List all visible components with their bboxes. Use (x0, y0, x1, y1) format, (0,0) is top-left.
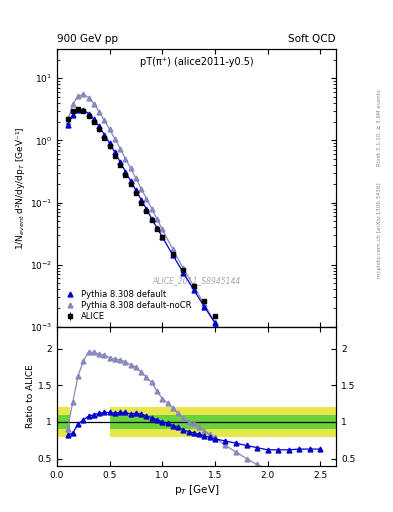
Pythia 8.308 default (223, 336, 228, 342)
Pythia 8.308 default-noCR (139, 185, 143, 191)
Pythia 8.308 default (107, 140, 112, 146)
Pythia 8.308 default-noCR (244, 374, 249, 380)
Pythia 8.308 default (97, 123, 101, 130)
Pythia 8.308 default (265, 394, 270, 400)
Text: ALICE_2011_S8945144: ALICE_2011_S8945144 (152, 276, 241, 285)
Pythia 8.308 default-noCR (307, 477, 312, 483)
Pythia 8.308 default (160, 234, 165, 240)
Pythia 8.308 default-noCR (76, 93, 81, 99)
Pythia 8.308 default-noCR (297, 460, 301, 466)
Pythia 8.308 default-noCR (181, 265, 186, 271)
Pythia 8.308 default (297, 431, 301, 437)
Pythia 8.308 default-noCR (202, 301, 207, 307)
Pythia 8.308 default-noCR (155, 216, 160, 222)
Pythia 8.308 default-noCR (213, 319, 217, 326)
Pythia 8.308 default (171, 252, 175, 258)
Pythia 8.308 default-noCR (149, 205, 154, 211)
Text: Soft QCD: Soft QCD (288, 33, 336, 44)
Pythia 8.308 default-noCR (81, 91, 86, 97)
Pythia 8.308 default-noCR (65, 119, 70, 125)
Pythia 8.308 default (139, 197, 143, 203)
Pythia 8.308 default-noCR (118, 145, 123, 152)
Pythia 8.308 default (155, 225, 160, 231)
Legend: Pythia 8.308 default, Pythia 8.308 default-noCR, ALICE: Pythia 8.308 default, Pythia 8.308 defau… (61, 288, 193, 323)
Text: pT(π⁺) (alice2011-y0.5): pT(π⁺) (alice2011-y0.5) (140, 57, 253, 67)
Pythia 8.308 default (286, 419, 291, 425)
Pythia 8.308 default (102, 132, 107, 138)
Pythia 8.308 default-noCR (107, 126, 112, 133)
Pythia 8.308 default (307, 443, 312, 449)
Pythia 8.308 default-noCR (112, 136, 117, 142)
Pythia 8.308 default (92, 116, 96, 122)
Pythia 8.308 default (202, 304, 207, 310)
Pythia 8.308 default-noCR (129, 165, 133, 172)
Y-axis label: Ratio to ALICE: Ratio to ALICE (26, 365, 35, 428)
Pythia 8.308 default (213, 320, 217, 326)
Pythia 8.308 default-noCR (223, 338, 228, 344)
Pythia 8.308 default (134, 187, 138, 194)
Pythia 8.308 default (191, 287, 196, 293)
Pythia 8.308 default (70, 112, 75, 118)
Text: 900 GeV pp: 900 GeV pp (57, 33, 118, 44)
Pythia 8.308 default-noCR (134, 175, 138, 181)
Pythia 8.308 default-noCR (318, 493, 323, 499)
Pythia 8.308 default (118, 159, 123, 165)
Text: Rivet 3.1.10, ≥ 3.6M events: Rivet 3.1.10, ≥ 3.6M events (377, 90, 382, 166)
Pythia 8.308 default-noCR (160, 226, 165, 232)
Pythia 8.308 default-noCR (255, 392, 259, 398)
Pythia 8.308 default (318, 456, 323, 462)
Pythia 8.308 default-noCR (171, 246, 175, 252)
Pythia 8.308 default (255, 380, 259, 387)
Line: Pythia 8.308 default-noCR: Pythia 8.308 default-noCR (65, 92, 323, 498)
Pythia 8.308 default (86, 111, 91, 117)
Pythia 8.308 default (233, 351, 238, 357)
Pythia 8.308 default-noCR (233, 356, 238, 362)
X-axis label: p$_{T}$ [GeV]: p$_{T}$ [GeV] (174, 482, 219, 497)
Pythia 8.308 default-noCR (102, 117, 107, 123)
Pythia 8.308 default-noCR (286, 443, 291, 450)
Pythia 8.308 default (112, 150, 117, 156)
Pythia 8.308 default-noCR (276, 426, 281, 433)
Y-axis label: 1/N$_{event}$ d²N/dy/dp$_T$ [GeV⁻¹]: 1/N$_{event}$ d²N/dy/dp$_T$ [GeV⁻¹] (14, 126, 27, 249)
Pythia 8.308 default-noCR (70, 101, 75, 108)
Pythia 8.308 default (123, 168, 128, 175)
Pythia 8.308 default (76, 107, 81, 113)
Pythia 8.308 default-noCR (123, 156, 128, 162)
Pythia 8.308 default (81, 107, 86, 113)
Pythia 8.308 default-noCR (144, 196, 149, 202)
Pythia 8.308 default (276, 407, 281, 413)
Pythia 8.308 default-noCR (97, 109, 101, 115)
Pythia 8.308 default (129, 178, 133, 184)
Pythia 8.308 default (244, 366, 249, 372)
Pythia 8.308 default-noCR (191, 283, 196, 289)
Pythia 8.308 default (181, 270, 186, 276)
Pythia 8.308 default-noCR (92, 101, 96, 107)
Pythia 8.308 default (144, 206, 149, 212)
Text: mcplots.cern.ch [arXiv:1306.3436]: mcplots.cern.ch [arXiv:1306.3436] (377, 183, 382, 278)
Pythia 8.308 default (65, 121, 70, 127)
Line: Pythia 8.308 default: Pythia 8.308 default (65, 108, 323, 461)
Pythia 8.308 default (149, 216, 154, 222)
Pythia 8.308 default-noCR (86, 94, 91, 100)
Pythia 8.308 default-noCR (265, 409, 270, 415)
